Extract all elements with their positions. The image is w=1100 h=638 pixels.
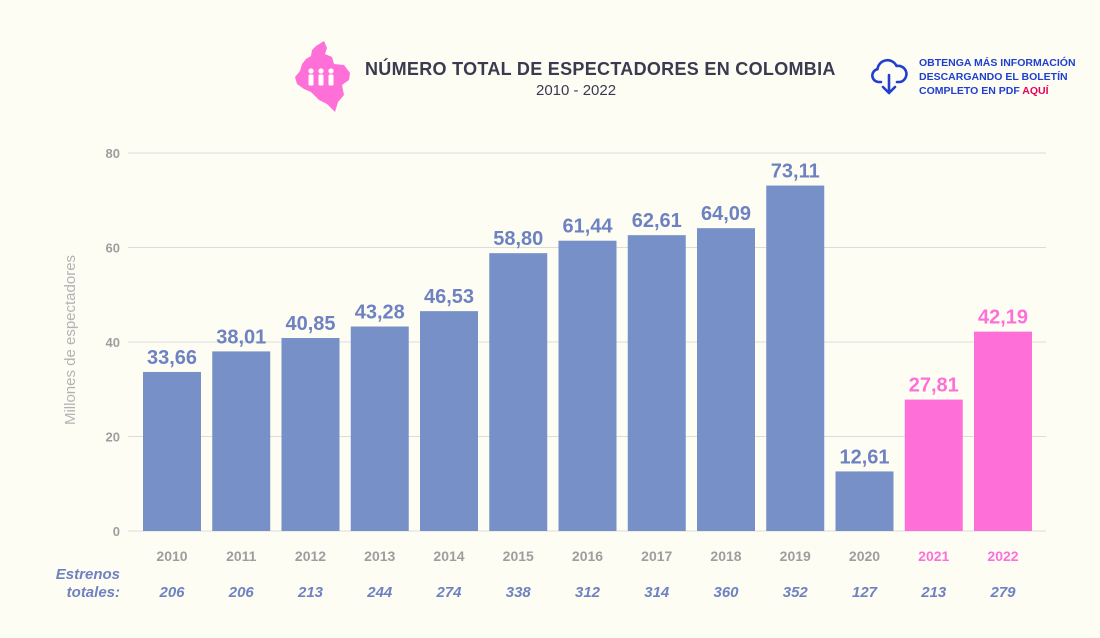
bar-2011 [212, 351, 271, 531]
data-label-2011: 38,01 [216, 326, 266, 348]
chart-subtitle: 2010 - 2022 [536, 82, 617, 99]
releases-2022: 279 [989, 584, 1016, 601]
releases-2019: 352 [783, 584, 809, 601]
x-tick-2020: 2020 [849, 548, 880, 564]
releases-2013: 244 [366, 584, 393, 601]
download-line-3: COMPLETO EN PDF [919, 85, 1020, 97]
data-label-2012: 40,85 [285, 313, 335, 335]
y-tick-label: 0 [113, 524, 120, 539]
data-label-2015: 58,80 [493, 228, 543, 250]
bar-2010 [143, 371, 201, 531]
bar-2019 [766, 185, 825, 532]
bar-2014 [420, 311, 478, 531]
x-tick-2019: 2019 [780, 548, 811, 564]
bar-2020 [835, 471, 894, 531]
x-tick-2021: 2021 [918, 548, 949, 564]
chart-title: NÚMERO TOTAL DE ESPECTADORES EN COLOMBIA [365, 59, 836, 79]
data-labels: 33,66 38,01 40,85 43,28 46,53 58,80 61,44 62,61… [147, 161, 1028, 469]
y-axis-ticks: 0 20 40 60 80 [106, 146, 120, 539]
releases-2015: 338 [506, 584, 532, 601]
data-label-2022: 42,19 [978, 307, 1028, 329]
releases-2020: 127 [852, 584, 878, 601]
x-tick-2018: 2018 [710, 548, 741, 564]
releases-2017: 314 [644, 584, 670, 601]
data-label-2019: 73,11 [771, 161, 820, 183]
x-tick-2010: 2010 [156, 548, 187, 564]
bar-2018 [697, 228, 755, 531]
colombia-map-icon [295, 41, 350, 112]
data-label-2021: 27,81 [909, 375, 959, 397]
download-here-link[interactable]: AQUÍ [1022, 85, 1049, 97]
y-tick-label: 80 [106, 146, 120, 161]
y-tick-label: 40 [106, 335, 120, 350]
bar-2015 [489, 253, 548, 532]
y-axis-label: Millones de espectadores [62, 255, 79, 425]
download-text[interactable]: OBTENGA MÁS INFORMACIÓN DESCARGANDO EL B… [919, 56, 1076, 98]
releases-label-line1: Estrenos [56, 566, 120, 583]
data-label-2020: 12,61 [839, 446, 889, 468]
y-tick-label: 20 [106, 430, 120, 445]
releases-2021: 213 [920, 584, 947, 601]
download-line-2: DESCARGANDO EL BOLETÍN [919, 71, 1068, 83]
download-line-1: OBTENGA MÁS INFORMACIÓN [919, 57, 1076, 69]
x-tick-2016: 2016 [572, 548, 603, 564]
x-tick-2011: 2011 [226, 548, 257, 564]
data-label-2014: 46,53 [424, 286, 474, 308]
releases-2011: 206 [228, 584, 255, 601]
data-label-2016: 61,44 [562, 216, 613, 238]
x-tick-2012: 2012 [295, 548, 326, 564]
releases-2018: 360 [713, 584, 739, 601]
y-tick-label: 60 [106, 241, 120, 256]
cloud-download-icon [871, 58, 908, 95]
data-label-2013: 43,28 [355, 302, 405, 324]
bar-2012 [281, 337, 340, 531]
header: NÚMERO TOTAL DE ESPECTADORES EN COLOMBIA… [0, 0, 1100, 120]
data-label-2018: 64,09 [701, 203, 751, 225]
bar-2022 [974, 331, 1032, 531]
data-label-2017: 62,61 [632, 210, 682, 232]
x-tick-2015: 2015 [503, 548, 534, 564]
releases-2010: 206 [158, 584, 185, 601]
bar-2017 [627, 235, 686, 531]
data-label-2010: 33,66 [147, 347, 197, 369]
x-tick-2017: 2017 [641, 548, 672, 564]
releases-2016: 312 [575, 584, 601, 601]
bar-2021 [904, 399, 963, 531]
releases-label-line2: totales: [67, 584, 120, 601]
x-tick-2022: 2022 [987, 548, 1018, 564]
download-bulletin-link[interactable]: OBTENGA MÁS INFORMACIÓN DESCARGANDO EL B… [870, 56, 1090, 102]
bars [143, 185, 1032, 532]
releases-values: 206 206 213 244 274 338 312 314 360 352 127 213 279 [158, 584, 1016, 601]
releases-2014: 274 [435, 584, 462, 601]
releases-2012: 213 [297, 584, 324, 601]
bar-2013 [350, 326, 409, 531]
x-tick-2013: 2013 [364, 548, 395, 564]
x-tick-2014: 2014 [433, 548, 464, 564]
bar-2016 [558, 240, 617, 532]
x-axis-ticks: 2010 2011 2012 2013 2014 2015 2016 2017 2018 2019… [156, 548, 1018, 564]
